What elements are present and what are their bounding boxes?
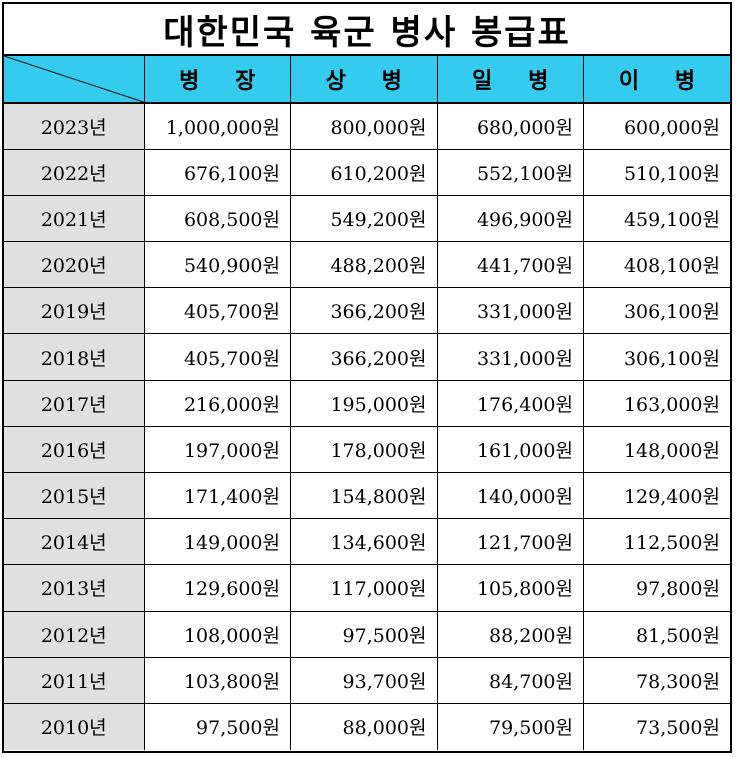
column-header-sangbyeong: 상 병: [290, 56, 438, 104]
salary-cell: 176,400원: [437, 380, 584, 427]
diagonal-line: [4, 56, 144, 102]
salary-cell: 163,000원: [583, 380, 730, 427]
salary-cell: 459,100원: [583, 195, 730, 243]
year-cell: 2019년: [4, 287, 145, 335]
year-cell: 2015년: [4, 472, 145, 520]
salary-cell: 117,000원: [290, 564, 438, 612]
year-cell: 2018년: [4, 333, 145, 381]
table-row: 2015년 171,400원 154,800원 140,000원 129,400원: [4, 472, 730, 520]
salary-cell: 148,000원: [583, 426, 730, 474]
table-row: 2010년 97,500원 88,000원 79,500원 73,500원: [4, 703, 730, 750]
salary-cell: 610,200원: [290, 149, 438, 196]
salary-cell: 488,200원: [290, 241, 438, 289]
table-body: 2023년 1,000,000원 800,000원 680,000원 600,000원 2…: [4, 103, 730, 750]
salary-cell: 97,500원: [144, 703, 291, 750]
salary-cell: 134,600원: [290, 518, 438, 566]
salary-cell: 408,100원: [583, 241, 730, 289]
salary-cell: 331,000원: [437, 287, 584, 335]
salary-cell: 93,700원: [290, 657, 438, 704]
salary-cell: 441,700원: [437, 241, 584, 289]
salary-cell: 129,400원: [583, 472, 730, 520]
header-row: 병 장 상 병 일 병 이 병: [4, 56, 730, 104]
salary-cell: 552,100원: [437, 149, 584, 196]
salary-cell: 88,000원: [290, 703, 438, 750]
salary-cell: 112,500원: [583, 518, 730, 566]
table-row: 2020년 540,900원 488,200원 441,700원 408,100원: [4, 241, 730, 289]
salary-cell: 600,000원: [583, 103, 730, 150]
year-cell: 2017년: [4, 380, 145, 427]
salary-cell: 171,400원: [144, 472, 291, 520]
salary-cell: 405,700원: [144, 333, 291, 381]
salary-cell: 154,800원: [290, 472, 438, 520]
salary-cell: 405,700원: [144, 287, 291, 335]
salary-cell: 103,800원: [144, 657, 291, 704]
salary-cell: 331,000원: [437, 333, 584, 381]
table-row: 2014년 149,000원 134,600원 121,700원 112,500원: [4, 518, 730, 566]
salary-cell: 88,200원: [437, 611, 584, 658]
table-row: 2011년 103,800원 93,700원 84,700원 78,300원: [4, 657, 730, 704]
year-cell: 2010년: [4, 703, 145, 750]
column-header-ilbyeong: 일 병: [437, 56, 584, 104]
year-cell: 2021년: [4, 195, 145, 243]
salary-cell: 121,700원: [437, 518, 584, 566]
table-row: 2021년 608,500원 549,200원 496,900원 459,100원: [4, 195, 730, 243]
table-row: 2022년 676,100원 610,200원 552,100원 510,100원: [4, 149, 730, 196]
salary-cell: 105,800원: [437, 564, 584, 612]
table-row: 2018년 405,700원 366,200원 331,000원 306,100원: [4, 333, 730, 381]
salary-cell: 78,300원: [583, 657, 730, 704]
salary-cell: 149,000원: [144, 518, 291, 566]
table-row: 2016년 197,000원 178,000원 161,000원 148,000원: [4, 426, 730, 474]
salary-cell: 178,000원: [290, 426, 438, 474]
salary-cell: 195,000원: [290, 380, 438, 427]
column-header-byeongjang: 병 장: [144, 56, 291, 104]
table-title: 대한민국 육군 병사 봉급표: [4, 4, 730, 56]
salary-cell: 510,100원: [583, 149, 730, 196]
table-row: 2023년 1,000,000원 800,000원 680,000원 600,000원: [4, 103, 730, 150]
year-cell: 2022년: [4, 149, 145, 196]
year-cell: 2014년: [4, 518, 145, 566]
year-cell: 2023년: [4, 103, 145, 150]
salary-cell: 81,500원: [583, 611, 730, 658]
corner-cell: [4, 56, 145, 104]
salary-cell: 680,000원: [437, 103, 584, 150]
table-row: 2019년 405,700원 366,200원 331,000원 306,100원: [4, 287, 730, 335]
salary-cell: 306,100원: [583, 287, 730, 335]
table-row: 2013년 129,600원 117,000원 105,800원 97,800원: [4, 564, 730, 612]
salary-cell: 306,100원: [583, 333, 730, 381]
salary-cell: 129,600원: [144, 564, 291, 612]
salary-cell: 161,000원: [437, 426, 584, 474]
year-cell: 2020년: [4, 241, 145, 289]
year-cell: 2013년: [4, 564, 145, 612]
salary-cell: 496,900원: [437, 195, 584, 243]
salary-cell: 84,700원: [437, 657, 584, 704]
salary-cell: 549,200원: [290, 195, 438, 243]
salary-cell: 366,200원: [290, 333, 438, 381]
salary-cell: 366,200원: [290, 287, 438, 335]
salary-table: 병 장 상 병 일 병 이 병 2023년 1,000,000원 800,000원 6…: [4, 56, 730, 750]
salary-cell: 97,500원: [290, 611, 438, 658]
salary-cell: 79,500원: [437, 703, 584, 750]
salary-cell: 108,000원: [144, 611, 291, 658]
salary-cell: 800,000원: [290, 103, 438, 150]
salary-cell: 676,100원: [144, 149, 291, 196]
salary-cell: 216,000원: [144, 380, 291, 427]
year-cell: 2016년: [4, 426, 145, 474]
table-row: 2017년 216,000원 195,000원 176,400원 163,000원: [4, 380, 730, 427]
salary-cell: 540,900원: [144, 241, 291, 289]
table-row: 2012년 108,000원 97,500원 88,200원 81,500원: [4, 611, 730, 658]
year-cell: 2011년: [4, 657, 145, 704]
salary-cell: 608,500원: [144, 195, 291, 243]
column-header-ibyeong: 이 병: [583, 56, 730, 104]
salary-cell: 197,000원: [144, 426, 291, 474]
salary-cell: 140,000원: [437, 472, 584, 520]
salary-cell: 97,800원: [583, 564, 730, 612]
year-cell: 2012년: [4, 611, 145, 658]
salary-cell: 1,000,000원: [144, 103, 291, 150]
salary-cell: 73,500원: [636, 717, 720, 740]
